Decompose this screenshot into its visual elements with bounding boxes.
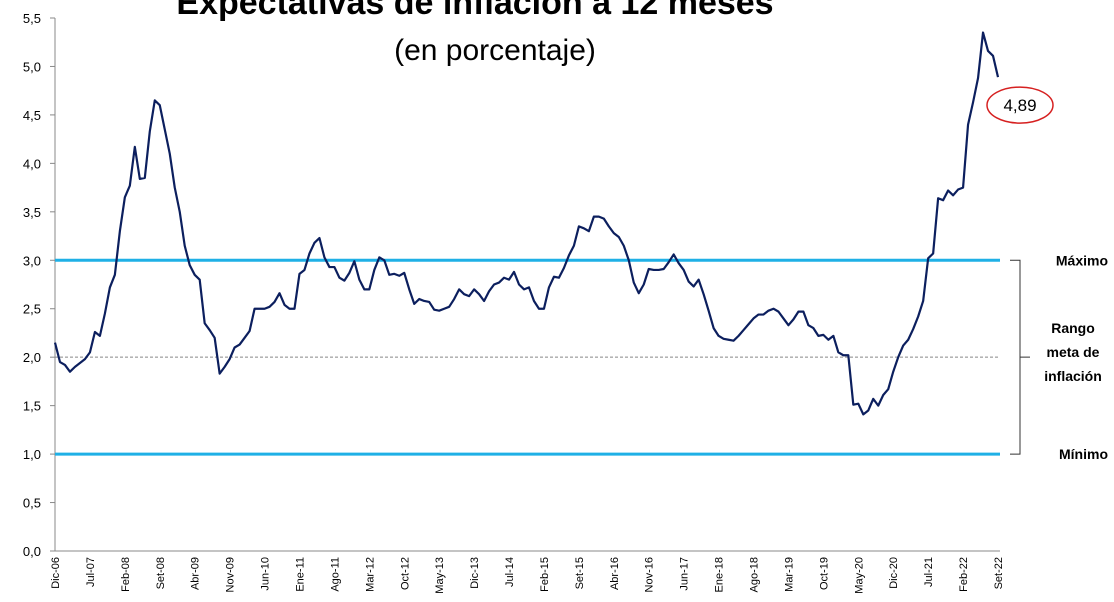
reference-label: Mínimo: [1059, 446, 1108, 462]
reference-label: Máximo: [1056, 252, 1108, 268]
x-tick-label: Feb-22: [958, 557, 970, 592]
x-tick-label: Jul-21: [923, 557, 935, 587]
x-tick-label: Oct-12: [399, 557, 411, 590]
x-tick-label: May-20: [853, 557, 865, 594]
x-tick-label: Ene-11: [294, 557, 306, 592]
x-tick-label: Ago-18: [749, 557, 761, 592]
target-label: Rango: [1051, 320, 1095, 336]
annotation-circle: [986, 86, 1054, 124]
x-tick-label: Mar-19: [783, 557, 795, 592]
x-tick-label: Set-22: [993, 557, 1005, 589]
chart-subtitle: (en porcentaje): [394, 34, 596, 67]
y-tick-label: 2,5: [23, 302, 41, 317]
x-tick-label: Jul-14: [504, 557, 516, 587]
y-tick-label: 3,5: [23, 205, 41, 220]
x-tick-label: Ago-11: [329, 557, 341, 592]
x-tick-label: Abr-09: [190, 557, 202, 590]
chart-title: Expectativas de inflación a 12 meses: [176, 0, 773, 22]
x-tick-label: Set-15: [574, 557, 586, 589]
x-tick-label: Oct-19: [818, 557, 830, 590]
y-tick-label: 5,0: [23, 59, 41, 74]
y-tick-label: 1,5: [23, 399, 41, 414]
y-tick-label: 4,5: [23, 108, 41, 123]
target-label: inflación: [1044, 368, 1102, 384]
x-tick-label: May-13: [434, 557, 446, 594]
x-tick-label: Mar-12: [364, 557, 376, 592]
y-tick-label: 2,0: [23, 350, 41, 365]
x-tick-label: Nov-16: [644, 557, 656, 592]
x-tick-label: Nov-09: [225, 557, 237, 592]
target-label: meta de: [1047, 344, 1100, 360]
y-tick-label: 4,0: [23, 156, 41, 171]
x-tick-label: Feb-08: [120, 557, 132, 592]
annotation-label: 4,89: [1003, 96, 1036, 115]
x-tick-label: Abr-16: [609, 557, 621, 590]
y-tick-label: 0,0: [23, 544, 41, 559]
x-tick-label: Dic-20: [888, 557, 900, 589]
x-tick-label: Feb-15: [539, 557, 551, 592]
x-tick-label: Jun-17: [679, 557, 691, 591]
y-tick-label: 0,5: [23, 496, 41, 511]
y-tick-label: 3,0: [23, 253, 41, 268]
x-tick-label: Jul-07: [85, 557, 97, 587]
bracket: [1010, 259, 1030, 455]
y-tick-label: 5,5: [23, 11, 41, 26]
x-tick-label: Ene-18: [714, 557, 726, 592]
y-tick-label: 1,0: [23, 447, 41, 462]
x-tick-label: Jun-10: [260, 557, 272, 591]
data-line: [53, 31, 1000, 416]
x-tick-label: Dic-13: [469, 557, 481, 589]
x-tick-label: Dic-06: [50, 557, 62, 589]
x-tick-label: Set-08: [155, 557, 167, 589]
